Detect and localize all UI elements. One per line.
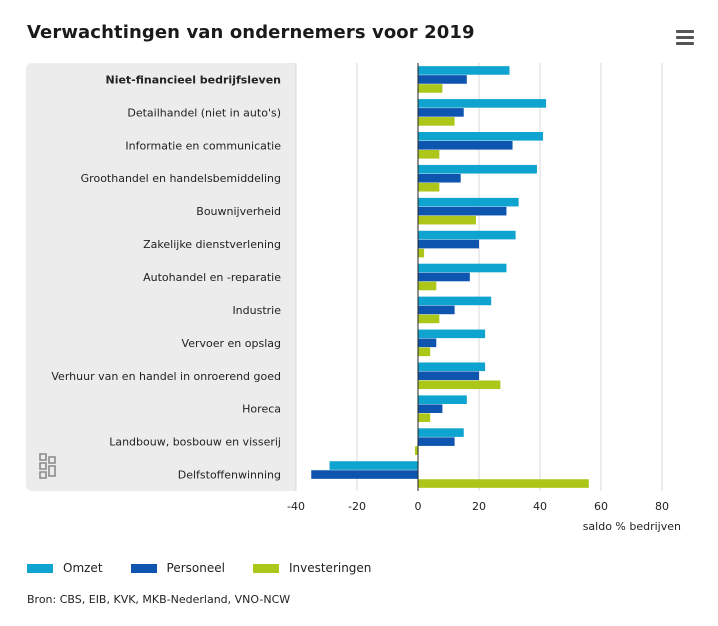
bars: [311, 66, 589, 488]
category-label: Groothandel en handelsbemiddeling: [81, 172, 281, 185]
category-labels: Niet-financieel bedrijfsleven Detailhande…: [51, 73, 281, 481]
legend-swatch-omzet: [27, 563, 53, 573]
bar-investeringen[interactable]: [418, 150, 440, 159]
legend-swatch-personeel: [130, 563, 157, 573]
bar-personeel[interactable]: [418, 305, 455, 315]
bar-omzet[interactable]: [418, 263, 507, 273]
bar-investeringen[interactable]: [418, 413, 431, 422]
bar-omzet[interactable]: [418, 296, 492, 306]
legend-item-investeringen[interactable]: Investeringen: [252, 561, 372, 575]
x-tick-label: -20: [348, 500, 366, 513]
bar-omzet[interactable]: [418, 66, 510, 75]
bar-omzet[interactable]: [418, 428, 464, 437]
bar-personeel[interactable]: [418, 338, 437, 348]
legend-label-personeel: Personeel: [166, 561, 225, 575]
bar-investeringen[interactable]: [418, 248, 425, 258]
bar-investeringen[interactable]: [418, 84, 443, 93]
x-axis-label: saldo % bedrijven: [583, 520, 681, 533]
legend-item-omzet[interactable]: Omzet: [27, 561, 103, 575]
category-label: Bouwnijverheid: [196, 205, 281, 218]
bar-omzet[interactable]: [418, 329, 486, 339]
bar-omzet[interactable]: [418, 99, 547, 108]
bar-personeel[interactable]: [418, 75, 467, 84]
x-tick-label: 20: [472, 500, 486, 513]
label-panel: [26, 63, 296, 491]
bar-personeel[interactable]: [418, 371, 479, 381]
bar-investeringen[interactable]: [418, 281, 437, 291]
bar-personeel[interactable]: [418, 173, 461, 183]
category-label: Niet-financieel bedrijfsleven: [105, 73, 281, 86]
bar-personeel[interactable]: [418, 108, 464, 117]
bar-personeel[interactable]: [418, 206, 507, 216]
category-label: Industrie: [232, 304, 281, 317]
source-note: Bron: CBS, EIB, KVK, MKB-Nederland, VNO-…: [27, 593, 291, 606]
gridlines: [295, 63, 663, 491]
legend-label-omzet: Omzet: [63, 561, 103, 575]
category-label: Horeca: [242, 403, 281, 416]
x-tick-label: 60: [594, 500, 608, 513]
category-label: Landbouw, bosbouw en visserij: [109, 436, 281, 449]
category-label: Autohandel en -reparatie: [143, 271, 281, 284]
bar-personeel[interactable]: [311, 470, 418, 479]
x-axis-ticks: -40 -20 0 20 40 60 80: [287, 500, 669, 513]
category-label: Verhuur van en handel in onroerend goed: [51, 370, 281, 383]
bar-omzet[interactable]: [329, 461, 418, 470]
x-tick-label: 80: [655, 500, 669, 513]
bar-omzet[interactable]: [418, 230, 516, 240]
bar-personeel[interactable]: [418, 437, 455, 446]
bar-omzet[interactable]: [418, 197, 519, 207]
bar-personeel[interactable]: [418, 272, 470, 282]
x-tick-label: 40: [533, 500, 547, 513]
x-tick-label: 0: [415, 500, 422, 513]
category-label: Informatie en communicatie: [125, 139, 281, 152]
category-label: Detailhandel (niet in auto's): [127, 106, 281, 119]
bar-investeringen[interactable]: [418, 182, 440, 192]
bar-investeringen[interactable]: [418, 215, 476, 225]
bar-investeringen[interactable]: [418, 479, 589, 488]
bar-omzet[interactable]: [418, 164, 537, 174]
bar-personeel[interactable]: [418, 404, 443, 413]
legend: Omzet Personeel Investeringen: [27, 561, 399, 575]
category-label: Vervoer en opslag: [182, 337, 281, 350]
legend-item-personeel[interactable]: Personeel: [130, 561, 225, 575]
cbs-logo: [39, 453, 56, 479]
label-panel-edge: [286, 63, 296, 491]
x-tick-label: -40: [287, 500, 305, 513]
category-label: Delfstoffenwinning: [178, 469, 281, 482]
bar-investeringen[interactable]: [418, 380, 501, 390]
legend-swatch-investeringen: [252, 563, 279, 573]
chart-title: Verwachtingen van ondernemers voor 2019: [27, 22, 475, 43]
hamburger-menu-icon[interactable]: [676, 30, 694, 46]
bar-omzet[interactable]: [418, 395, 467, 404]
bar-investeringen[interactable]: [418, 314, 440, 324]
bar-personeel[interactable]: [418, 141, 513, 150]
bar-personeel[interactable]: [418, 239, 479, 249]
category-label: Zakelijke dienstverlening: [143, 238, 281, 251]
bar-investeringen[interactable]: [418, 347, 431, 357]
bar-investeringen[interactable]: [414, 446, 418, 455]
legend-label-investeringen: Investeringen: [288, 561, 372, 575]
bar-investeringen[interactable]: [418, 117, 455, 126]
bar-omzet[interactable]: [418, 132, 544, 141]
bar-omzet[interactable]: [418, 362, 486, 372]
bar-chart: Niet-financieel bedrijfsleven Detailhande…: [26, 63, 681, 533]
